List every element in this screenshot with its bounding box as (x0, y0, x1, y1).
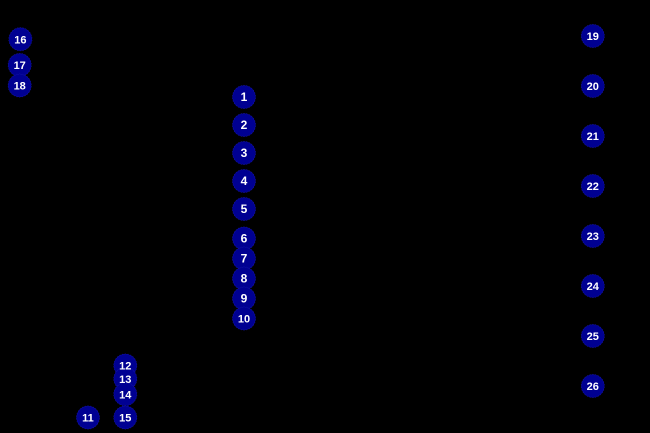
svg-text:11: 11 (82, 413, 94, 425)
svg-text:8: 8 (241, 272, 248, 286)
svg-text:21: 21 (587, 131, 599, 143)
svg-text:12: 12 (119, 361, 131, 373)
svg-text:7: 7 (241, 252, 248, 266)
svg-text:10: 10 (238, 314, 250, 326)
svg-text:5: 5 (241, 202, 248, 216)
svg-text:20: 20 (587, 81, 599, 93)
svg-text:23: 23 (587, 231, 599, 243)
svg-text:3: 3 (241, 146, 248, 160)
svg-text:15: 15 (119, 413, 131, 425)
svg-text:14: 14 (119, 389, 132, 401)
svg-text:25: 25 (587, 331, 599, 343)
svg-text:17: 17 (14, 60, 26, 72)
svg-text:19: 19 (587, 31, 599, 43)
svg-text:2: 2 (241, 118, 248, 132)
svg-text:6: 6 (241, 232, 248, 246)
svg-text:26: 26 (587, 381, 599, 393)
svg-text:24: 24 (587, 281, 600, 293)
svg-text:18: 18 (14, 81, 26, 93)
svg-text:22: 22 (587, 181, 599, 193)
svg-text:1: 1 (241, 90, 248, 104)
svg-text:16: 16 (14, 34, 26, 46)
svg-text:9: 9 (241, 292, 248, 306)
svg-text:4: 4 (241, 174, 248, 188)
svg-text:13: 13 (119, 374, 131, 386)
